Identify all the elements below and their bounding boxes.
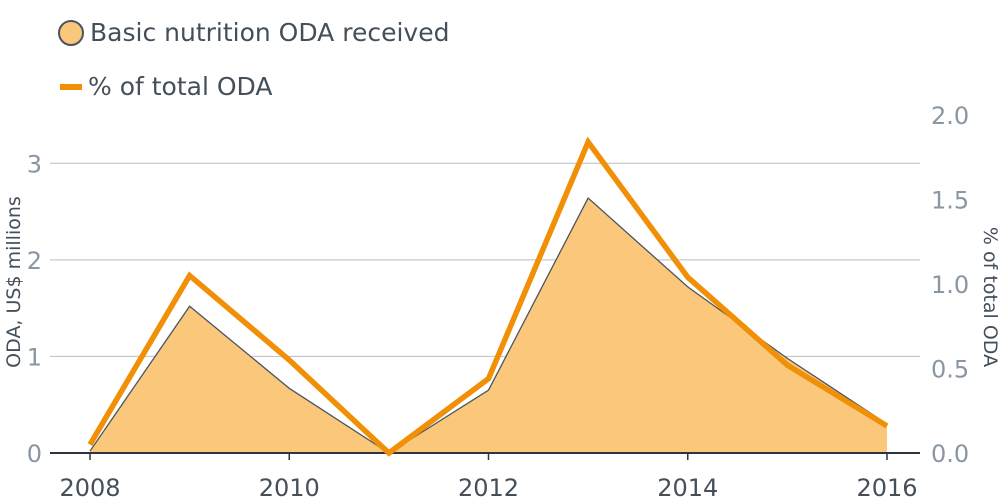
- legend-area-label: Basic nutrition ODA received: [90, 18, 450, 47]
- legend-line-label: % of total ODA: [88, 72, 273, 101]
- y-right-axis-label: % of total ODA: [979, 227, 1000, 367]
- area-fill: [90, 198, 887, 453]
- legend-item-area: Basic nutrition ODA received: [58, 18, 449, 47]
- x-tick-label: 2012: [458, 474, 519, 500]
- y-right-tick-label: 2.0: [931, 102, 969, 130]
- y-left-tick-label: 0: [27, 440, 42, 468]
- y-left-tick-label: 3: [27, 150, 42, 178]
- x-tick-label: 2010: [259, 474, 320, 500]
- y-right-tick-label: 1.0: [931, 271, 969, 299]
- x-tick-label: 2008: [59, 474, 120, 500]
- y-right-tick-label: 1.5: [931, 187, 969, 215]
- legend-item-line: % of total ODA: [58, 72, 272, 101]
- y-right-tick-label: 0.5: [931, 356, 969, 384]
- y-left-axis-label: ODA, US$ millions: [3, 196, 25, 368]
- y-left-tick-label: 2: [27, 247, 42, 275]
- legend-area-swatch: [58, 19, 84, 46]
- y-right-tick-label: 0.0: [931, 440, 969, 468]
- x-tick-label: 2014: [657, 474, 718, 500]
- legend-line-swatch: [60, 83, 82, 90]
- y-left-tick-label: 1: [27, 343, 42, 371]
- x-tick-label: 2016: [856, 474, 917, 500]
